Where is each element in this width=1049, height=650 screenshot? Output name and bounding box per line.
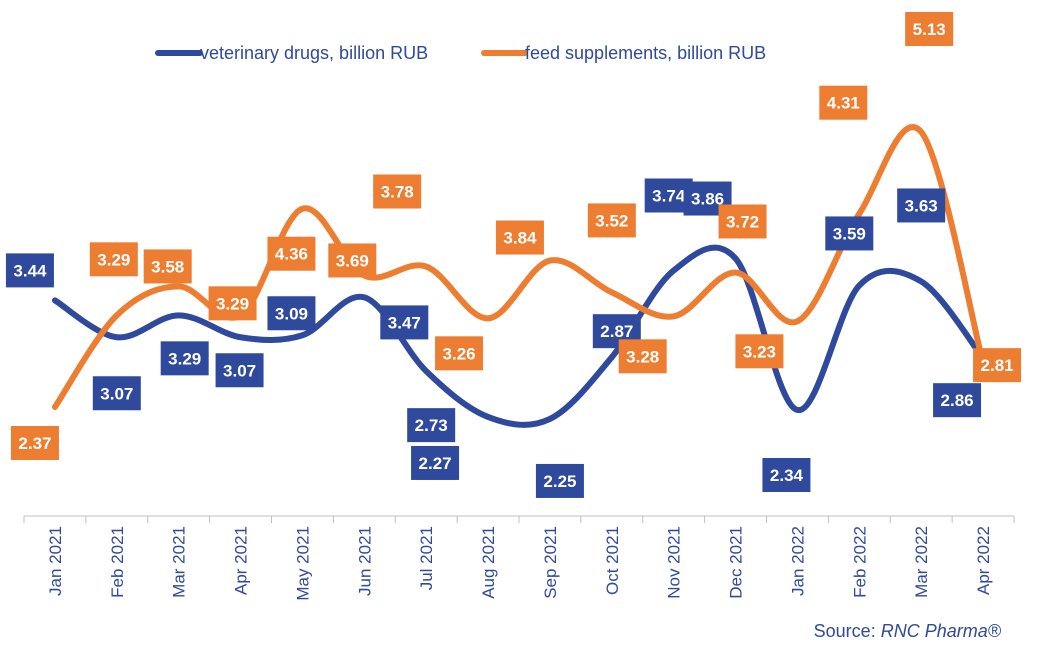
data-label-box-feed-supplements bbox=[618, 339, 667, 374]
x-tick-label: Aug 2021 bbox=[479, 526, 498, 599]
data-label-feed-supplements: 2.37 bbox=[18, 434, 51, 453]
data-label-feed-supplements: 3.52 bbox=[595, 211, 628, 230]
data-label-feed-supplements: 3.72 bbox=[726, 212, 759, 231]
x-tick-label: Nov 2021 bbox=[665, 526, 684, 599]
data-label-veterinary-drugs: 3.29 bbox=[168, 349, 201, 368]
data-label-box-feed-supplements bbox=[373, 174, 422, 209]
data-label-box-feed-supplements bbox=[208, 286, 257, 321]
data-label-box-veterinary-drugs bbox=[897, 188, 946, 223]
data-label-veterinary-drugs: 3.09 bbox=[275, 304, 308, 323]
data-label-box-feed-supplements bbox=[819, 85, 868, 120]
data-label-veterinary-drugs: 3.07 bbox=[100, 384, 133, 403]
data-label-box-feed-supplements bbox=[495, 220, 544, 255]
x-tick-label: Feb 2022 bbox=[850, 526, 869, 598]
data-label-veterinary-drugs: 2.25 bbox=[543, 472, 576, 491]
data-label-veterinary-drugs: 3.59 bbox=[833, 224, 866, 243]
data-label-feed-supplements: 3.84 bbox=[503, 229, 537, 248]
data-label-veterinary-drugs: 3.63 bbox=[905, 196, 938, 215]
data-label-veterinary-drugs: 2.27 bbox=[419, 454, 452, 473]
series-line-veterinary-drugs bbox=[51, 244, 987, 428]
x-tick-label: Mar 2021 bbox=[170, 526, 189, 598]
legend-label-veterinary-drugs: veterinary drugs, billion RUB bbox=[200, 43, 428, 63]
x-tick-label: Apr 2021 bbox=[232, 526, 251, 595]
x-tick-label: Mar 2022 bbox=[912, 526, 931, 598]
data-label-box-veterinary-drugs bbox=[380, 305, 429, 340]
data-label-feed-supplements: 3.78 bbox=[381, 183, 414, 202]
data-label-feed-supplements: 3.28 bbox=[626, 347, 659, 366]
data-label-feed-supplements: 3.26 bbox=[443, 344, 476, 363]
data-label-box-veterinary-drugs bbox=[215, 353, 264, 388]
data-label-box-veterinary-drugs bbox=[92, 376, 141, 411]
data-label-veterinary-drugs: 3.86 bbox=[691, 190, 724, 209]
data-label-box-feed-supplements bbox=[435, 336, 484, 371]
source-brand: RNC Pharma® bbox=[880, 621, 1001, 641]
data-label-feed-supplements: 3.69 bbox=[336, 251, 369, 270]
x-tick-label: Dec 2021 bbox=[727, 526, 746, 599]
data-label-box-feed-supplements bbox=[587, 203, 636, 238]
data-label-box-feed-supplements bbox=[267, 236, 316, 271]
data-label-feed-supplements: 3.58 bbox=[151, 257, 184, 276]
x-tick-label: Jul 2021 bbox=[417, 526, 436, 590]
data-label-veterinary-drugs: 2.87 bbox=[600, 322, 633, 341]
data-label-box-veterinary-drugs bbox=[267, 296, 316, 331]
data-label-box-veterinary-drugs bbox=[825, 216, 874, 251]
data-label-box-veterinary-drugs bbox=[535, 463, 584, 498]
data-label-box-feed-supplements bbox=[143, 249, 192, 284]
data-label-feed-supplements: 3.29 bbox=[97, 250, 130, 269]
data-label-veterinary-drugs: 2.73 bbox=[415, 416, 448, 435]
legend: veterinary drugs, billion RUB feed suppl… bbox=[155, 43, 766, 63]
data-label-feed-supplements: 3.23 bbox=[743, 342, 776, 361]
data-label-veterinary-drugs: 3.47 bbox=[388, 313, 421, 332]
data-label-veterinary-drugs: 2.34 bbox=[770, 466, 804, 485]
source-prefix: Source: bbox=[813, 621, 881, 641]
data-label-feed-supplements: 2.81 bbox=[981, 356, 1014, 375]
data-label-box-feed-supplements bbox=[905, 11, 954, 46]
x-axis: Jan 2021 Feb 2021 Mar 2021 Apr 2021 May 2021… bbox=[23, 515, 1015, 601]
data-label-box-feed-supplements bbox=[10, 426, 59, 460]
data-label-box-veterinary-drugs bbox=[933, 383, 982, 418]
data-label-box-feed-supplements bbox=[735, 334, 784, 369]
x-tick-label: Oct 2021 bbox=[603, 526, 622, 595]
x-tick-label: Jan 2021 bbox=[46, 526, 65, 596]
x-tick-label: Feb 2021 bbox=[108, 526, 127, 598]
data-label-box-feed-supplements bbox=[89, 242, 138, 277]
data-label-box-veterinary-drugs bbox=[762, 457, 811, 492]
x-tick-label: May 2021 bbox=[293, 526, 312, 601]
data-label-veterinary-drugs: 3.74 bbox=[652, 186, 686, 205]
data-labels: 3.44 3.07 3.29 3.07 3.09 3.47 2.73 2.27 2.25 2.87… bbox=[5, 11, 1022, 498]
data-label-feed-supplements: 4.31 bbox=[827, 94, 860, 113]
data-label-feed-supplements: 4.36 bbox=[275, 245, 308, 264]
data-label-box-feed-supplements bbox=[718, 204, 767, 239]
data-label-feed-supplements: 5.13 bbox=[913, 20, 946, 39]
data-label-box-feed-supplements bbox=[328, 243, 377, 278]
x-tick-label: Jan 2022 bbox=[788, 526, 807, 596]
data-label-box-veterinary-drugs bbox=[5, 253, 54, 288]
legend-label-feed-supplements: feed supplements, billion RUB bbox=[525, 43, 766, 63]
x-tick-label: Sep 2021 bbox=[541, 526, 560, 599]
data-label-veterinary-drugs: 2.86 bbox=[941, 391, 974, 410]
data-label-feed-supplements: 3.29 bbox=[216, 294, 249, 313]
x-tick-label: Jun 2021 bbox=[355, 526, 374, 596]
x-tick-label: Apr 2022 bbox=[974, 526, 993, 595]
data-label-box-feed-supplements bbox=[973, 348, 1022, 383]
data-label-veterinary-drugs: 3.07 bbox=[223, 361, 256, 380]
data-label-box-veterinary-drugs bbox=[411, 445, 460, 480]
series-lines bbox=[51, 124, 987, 428]
data-label-box-veterinary-drugs bbox=[407, 408, 456, 443]
source-note: Source: RNC Pharma® bbox=[814, 621, 1001, 642]
data-label-box-veterinary-drugs bbox=[160, 341, 209, 376]
data-label-veterinary-drugs: 3.44 bbox=[13, 261, 47, 280]
